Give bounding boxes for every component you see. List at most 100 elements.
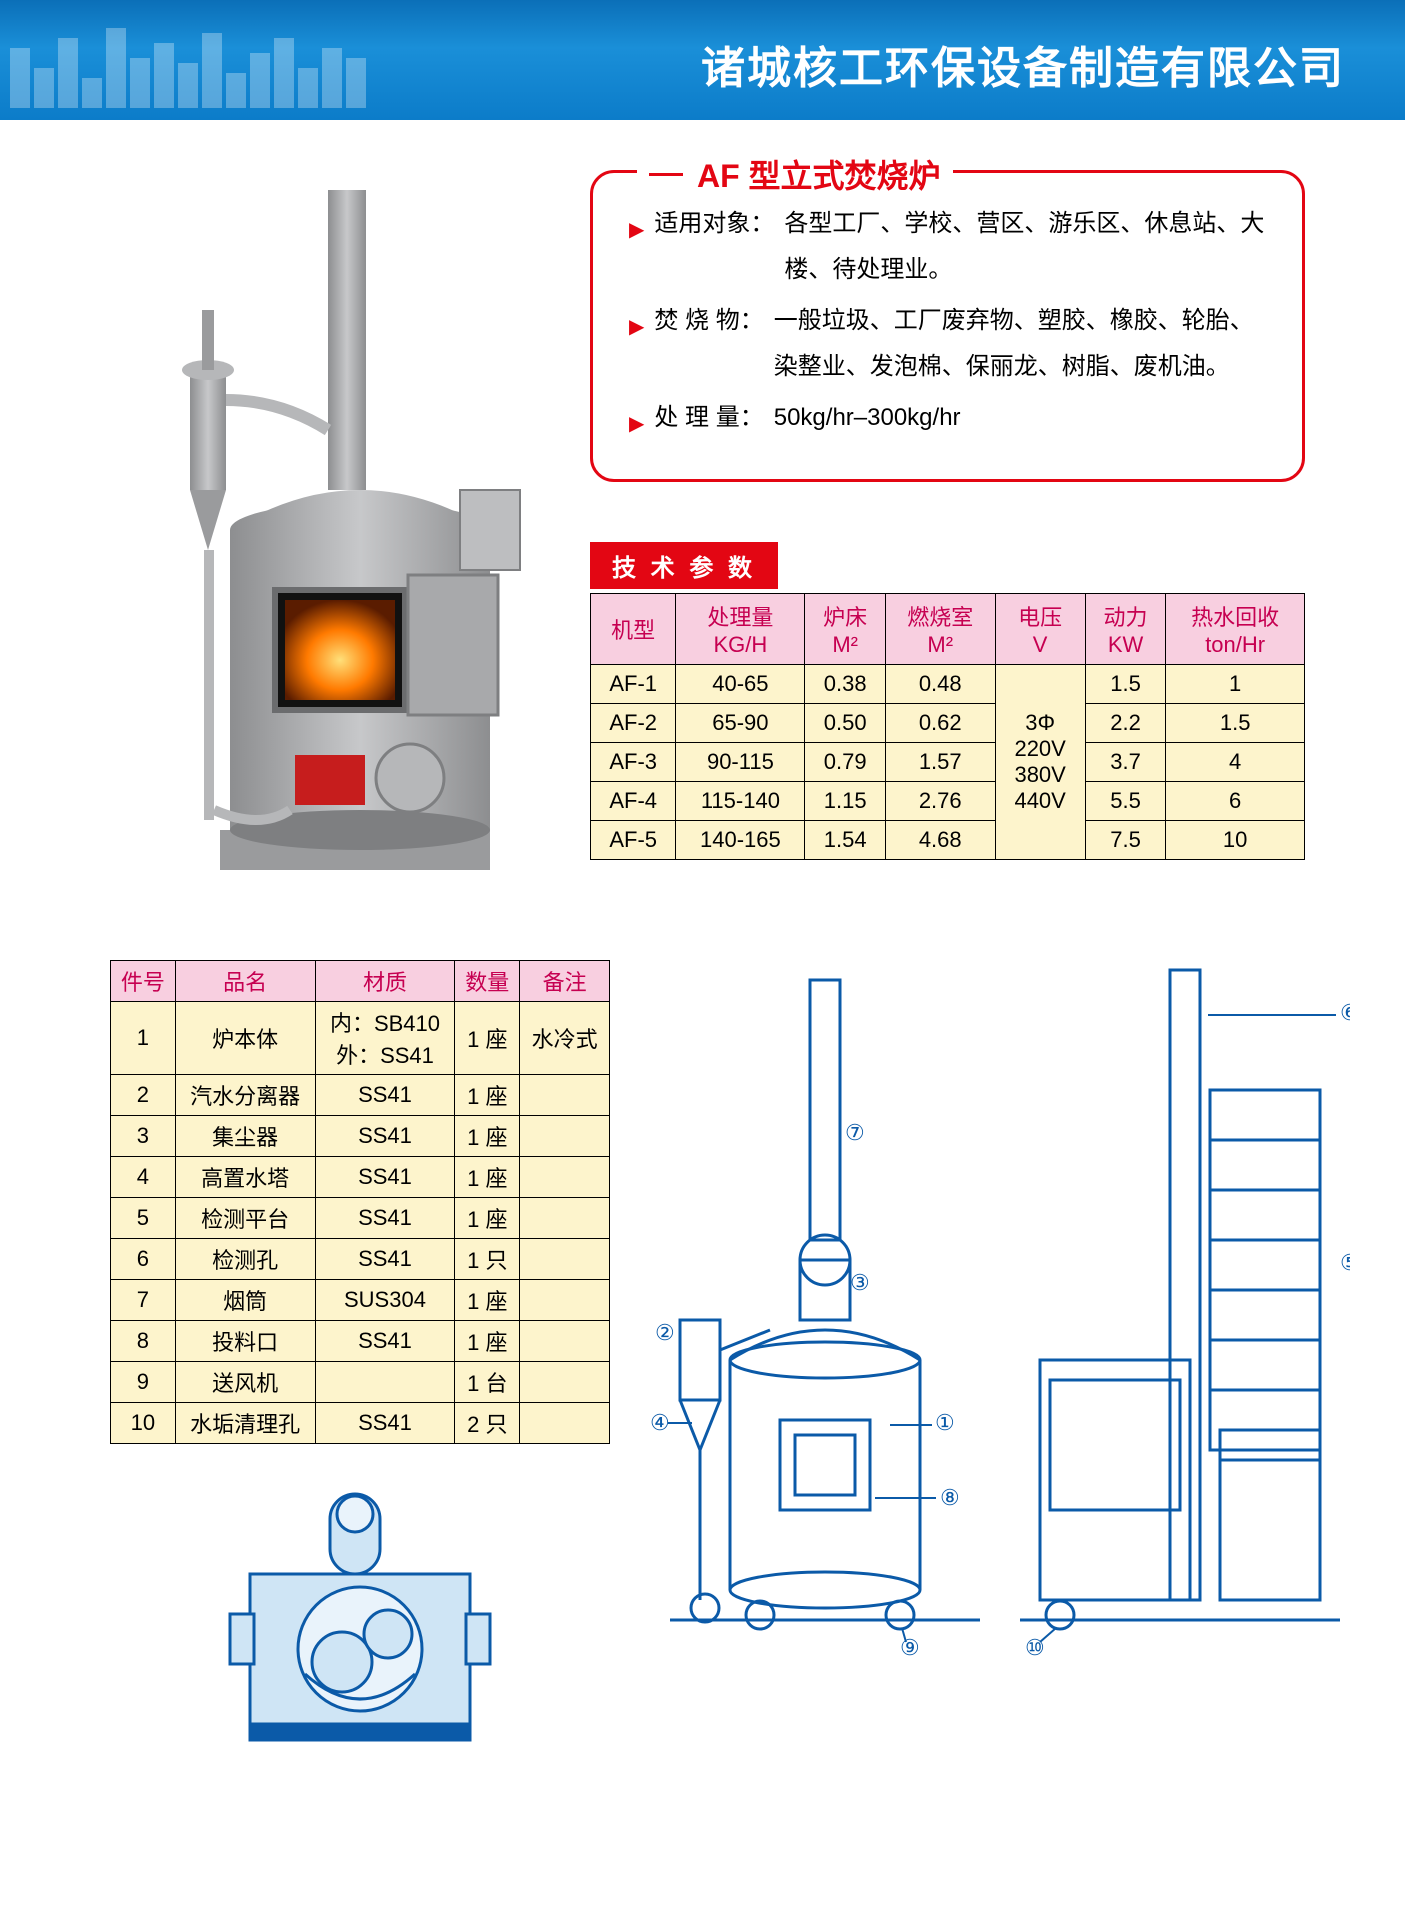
parts-cell <box>520 1321 610 1362</box>
spec-cell: 7.5 <box>1085 821 1166 860</box>
spec-cell: 4.68 <box>885 821 995 860</box>
parts-cell: SS41 <box>315 1403 455 1444</box>
parts-row: 4高置水塔SS411 座 <box>111 1157 610 1198</box>
bullet-value: 各型工厂、学校、营区、游乐区、休息站、大楼、待处理业。 <box>784 201 1266 292</box>
spec-cell: 1.5 <box>1085 665 1166 704</box>
bullet-icon: ▶ <box>629 405 644 443</box>
bullet-line: ▶ 适用对象：各型工厂、学校、营区、游乐区、休息站、大楼、待处理业。 <box>629 201 1266 292</box>
schematic-svg: ① ② ③ ④ ⑤ ⑥ ⑦ ⑧ ⑨ ⑩ <box>650 960 1350 1680</box>
parts-cell: 1 座 <box>455 1075 520 1116</box>
page-header: 诸城核工环保设备制造有限公司 <box>0 0 1405 120</box>
parts-cell: 3 <box>111 1116 176 1157</box>
header-bar <box>58 38 78 108</box>
callout-2: ② <box>655 1320 675 1345</box>
parts-cell: 5 <box>111 1198 176 1239</box>
spec-cell: 5.5 <box>1085 782 1166 821</box>
parts-row: 10水垢清理孔SS412 只 <box>111 1403 610 1444</box>
header-bar <box>322 48 342 108</box>
spec-voltage-cell: 3Φ220V380V440V <box>995 665 1085 860</box>
parts-cell <box>315 1362 455 1403</box>
product-title-text: AF 型立式焚烧炉 <box>697 151 941 197</box>
spec-row: AF-390-1150.791.573.74 <box>591 743 1305 782</box>
header-bar <box>298 68 318 108</box>
callout-3: ③ <box>850 1270 870 1295</box>
parts-cell: 7 <box>111 1280 176 1321</box>
product-photo-svg <box>110 170 550 890</box>
parts-cell: 汽水分离器 <box>175 1075 315 1116</box>
parts-cell: 2 <box>111 1075 176 1116</box>
callout-4: ④ <box>650 1410 670 1435</box>
spec-cell: 1 <box>1166 665 1305 704</box>
header-bar <box>10 48 30 108</box>
parts-cell: 1 座 <box>455 1002 520 1075</box>
parts-cell: 1 座 <box>455 1198 520 1239</box>
parts-col-header: 件号 <box>111 961 176 1002</box>
product-photo <box>110 170 550 890</box>
parts-cell: 炉本体 <box>175 1002 315 1075</box>
spec-col-header: 机型 <box>591 594 676 665</box>
spec-row: AF-4115-1401.152.765.56 <box>591 782 1305 821</box>
parts-cell: 1 座 <box>455 1116 520 1157</box>
page-body: AF 型立式焚烧炉 ▶ 适用对象：各型工厂、学校、营区、游乐区、休息站、大楼、待处… <box>0 120 1405 1794</box>
bullet-icon: ▶ <box>629 211 644 249</box>
spec-row: AF-5140-1651.544.687.510 <box>591 821 1305 860</box>
parts-row: 7烟筒SUS3041 座 <box>111 1280 610 1321</box>
header-bar <box>130 58 150 108</box>
bullet-icon: ▶ <box>629 308 644 346</box>
bottom-row: 件号品名材质数量备注 1炉本体内：SB410外：SS411 座水冷式2汽水分离器… <box>110 960 1305 1754</box>
parts-cell: 6 <box>111 1239 176 1280</box>
spec-col-header: 炉床M² <box>805 594 886 665</box>
bullet-label: 适用对象： <box>654 201 774 247</box>
parts-cell <box>520 1280 610 1321</box>
header-bar <box>274 38 294 108</box>
bullet-value: 50kg/hr–300kg/hr <box>774 395 1266 441</box>
parts-cell: 检测孔 <box>175 1239 315 1280</box>
parts-cell: 9 <box>111 1362 176 1403</box>
callout-10: ⑩ <box>1025 1635 1045 1660</box>
spec-cell: 2.76 <box>885 782 995 821</box>
parts-cell: SUS304 <box>315 1280 455 1321</box>
parts-column: 件号品名材质数量备注 1炉本体内：SB410外：SS411 座水冷式2汽水分离器… <box>110 960 610 1754</box>
parts-row: 1炉本体内：SB410外：SS411 座水冷式 <box>111 1002 610 1075</box>
product-title-box: AF 型立式焚烧炉 ▶适用对象：各型工厂、学校、营区、游乐区、休息站、大楼、待处… <box>590 170 1305 482</box>
spec-col-header: 处理量KG/H <box>676 594 805 665</box>
header-bar <box>226 73 246 108</box>
parts-cell: SS41 <box>315 1239 455 1280</box>
small-diagram-wrap <box>110 1484 610 1754</box>
spec-cell: 40-65 <box>676 665 805 704</box>
company-name: 诸城核工环保设备制造有限公司 <box>701 32 1345 96</box>
spec-cell: 90-115 <box>676 743 805 782</box>
parts-cell <box>520 1198 610 1239</box>
parts-cell: 1 台 <box>455 1362 520 1403</box>
header-bar <box>106 28 126 108</box>
parts-row: 5检测平台SS411 座 <box>111 1198 610 1239</box>
bullet-list: ▶ 适用对象：各型工厂、学校、营区、游乐区、休息站、大楼、待处理业。 ▶ 焚 烧 物：… <box>629 201 1266 443</box>
parts-col-header: 品名 <box>175 961 315 1002</box>
spec-cell: 0.62 <box>885 704 995 743</box>
parts-cell <box>520 1362 610 1403</box>
spec-cell: 2.2 <box>1085 704 1166 743</box>
parts-col-header: 备注 <box>520 961 610 1002</box>
bullet-label: 焚 烧 物： <box>654 298 763 344</box>
parts-row: 9送风机1 台 <box>111 1362 610 1403</box>
spec-cell: AF-2 <box>591 704 676 743</box>
header-bar <box>202 33 222 108</box>
parts-cell: SS41 <box>315 1116 455 1157</box>
parts-cell: SS41 <box>315 1075 455 1116</box>
parts-cell: 1 只 <box>455 1239 520 1280</box>
parts-table: 件号品名材质数量备注 1炉本体内：SB410外：SS411 座水冷式2汽水分离器… <box>110 960 610 1444</box>
spec-table: 机型处理量KG/H炉床M²燃烧室M²电压V动力KW热水回收ton/Hr AF-1… <box>590 593 1305 860</box>
parts-cell: 高置水塔 <box>175 1157 315 1198</box>
parts-cell <box>520 1075 610 1116</box>
spec-col-header: 动力KW <box>1085 594 1166 665</box>
product-title: AF 型立式焚烧炉 <box>637 151 953 197</box>
spec-cell: 0.50 <box>805 704 886 743</box>
spec-cell: 4 <box>1166 743 1305 782</box>
parts-cell: 集尘器 <box>175 1116 315 1157</box>
bullet-line: ▶焚 烧 物：一般垃圾、工厂废弃物、塑胶、橡胶、轮胎、染整业、发泡棉、保丽龙、树… <box>629 298 1266 389</box>
callout-6: ⑥ <box>1340 1000 1350 1025</box>
spec-row: AF-140-650.380.483Φ220V380V440V1.51 <box>591 665 1305 704</box>
parts-row: 3集尘器SS411 座 <box>111 1116 610 1157</box>
header-bar <box>178 63 198 108</box>
parts-cell <box>520 1157 610 1198</box>
